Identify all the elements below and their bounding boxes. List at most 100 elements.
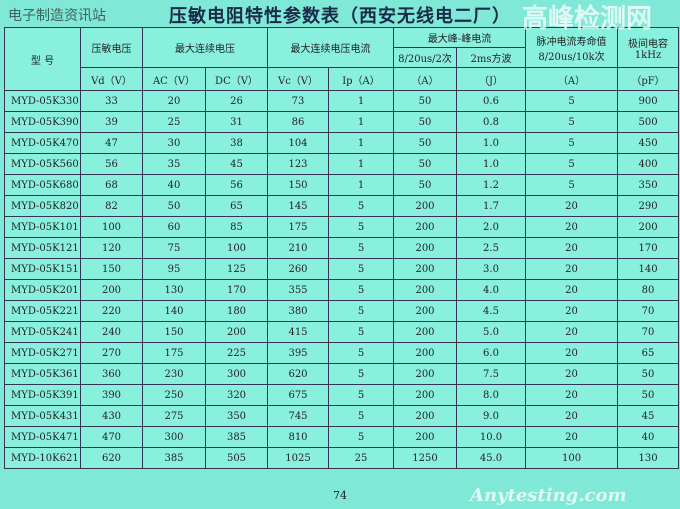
value-cell: 200 xyxy=(80,279,143,301)
value-cell: 5 xyxy=(328,216,394,238)
unit-cell: Vd（V） xyxy=(80,67,143,91)
value-cell: 175 xyxy=(267,216,329,238)
value-cell: 200 xyxy=(393,342,457,364)
value-cell: 175 xyxy=(142,342,206,364)
value-cell: 1 xyxy=(328,111,394,133)
value-cell: 380 xyxy=(267,300,329,322)
value-cell: 5 xyxy=(328,384,394,406)
value-cell: 20 xyxy=(525,405,619,427)
value-cell: 360 xyxy=(80,363,143,385)
model-cell: MYD-05K470 xyxy=(4,132,81,154)
value-cell: 225 xyxy=(205,342,268,364)
value-cell: 100 xyxy=(205,237,268,259)
value-cell: 20 xyxy=(525,321,619,343)
model-cell: MYD-05K241 xyxy=(4,321,81,343)
value-cell: 390 xyxy=(80,384,143,406)
value-cell: 0.8 xyxy=(455,111,527,133)
value-cell: 200 xyxy=(393,237,457,259)
unit-cell: AC（V） xyxy=(142,67,206,91)
value-cell: 20 xyxy=(525,279,619,301)
unit-cell: Vc（V） xyxy=(267,67,329,91)
value-cell: 20 xyxy=(525,342,619,364)
value-cell: 300 xyxy=(205,363,268,385)
value-cell: 470 xyxy=(80,426,143,448)
header-vd: 压敏电压 xyxy=(80,27,143,68)
value-cell: 0.6 xyxy=(455,90,527,112)
value-cell: 50 xyxy=(617,363,680,385)
model-cell: MYD-05K151 xyxy=(4,258,81,280)
value-cell: 200 xyxy=(393,300,457,322)
unit-cell: Ip（A） xyxy=(328,67,394,91)
model-cell: MYD-05K221 xyxy=(4,300,81,322)
value-cell: 39 xyxy=(80,111,143,133)
value-cell: 150 xyxy=(80,258,143,280)
value-cell: 4.0 xyxy=(455,279,527,301)
value-cell: 5 xyxy=(328,405,394,427)
value-cell: 170 xyxy=(617,237,680,259)
value-cell: 200 xyxy=(393,279,457,301)
header-model: 型 号 xyxy=(4,27,81,91)
value-cell: 45.0 xyxy=(455,447,527,469)
value-cell: 1.0 xyxy=(455,132,527,154)
value-cell: 355 xyxy=(267,279,329,301)
value-cell: 68 xyxy=(80,174,143,196)
value-cell: 2.5 xyxy=(455,237,527,259)
value-cell: 123 xyxy=(267,153,329,175)
value-cell: 20 xyxy=(525,216,619,238)
table-row: MYD-05K151 150 95 125 260 5 200 3.0 20 140 xyxy=(4,258,680,280)
table-row: MYD-05K330 33 20 26 73 1 50 0.6 5 900 xyxy=(4,90,680,112)
value-cell: 1250 xyxy=(393,447,457,469)
value-cell: 210 xyxy=(267,237,329,259)
value-cell: 450 xyxy=(617,132,680,154)
value-cell: 200 xyxy=(205,321,268,343)
value-cell: 20 xyxy=(525,384,619,406)
value-cell: 31 xyxy=(205,111,268,133)
table-row: MYD-05K560 56 35 45 123 1 50 1.0 5 400 xyxy=(4,153,680,175)
value-cell: 100 xyxy=(80,216,143,238)
value-cell: 430 xyxy=(80,405,143,427)
value-cell: 200 xyxy=(393,426,457,448)
value-cell: 1 xyxy=(328,132,394,154)
value-cell: 56 xyxy=(205,174,268,196)
unit-cell: （pF） xyxy=(617,67,680,91)
value-cell: 20 xyxy=(525,237,619,259)
watermark-site: 高峰检测网 xyxy=(522,4,653,34)
table-row: MYD-05K221 220 140 180 380 5 200 4.5 20 70 xyxy=(4,300,680,322)
value-cell: 220 xyxy=(80,300,143,322)
value-cell: 85 xyxy=(205,216,268,238)
value-cell: 1 xyxy=(328,90,394,112)
value-cell: 350 xyxy=(205,405,268,427)
unit-cell: （J） xyxy=(455,67,527,91)
value-cell: 130 xyxy=(617,447,680,469)
table-row: MYD-05K470 47 30 38 104 1 50 1.0 5 450 xyxy=(4,132,680,154)
value-cell: 320 xyxy=(205,384,268,406)
value-cell: 5 xyxy=(328,426,394,448)
model-cell: MYD-05K271 xyxy=(4,342,81,364)
value-cell: 200 xyxy=(617,216,680,238)
value-cell: 5.0 xyxy=(455,321,527,343)
value-cell: 620 xyxy=(267,363,329,385)
value-cell: 25 xyxy=(142,111,206,133)
header-peak-2ms: 2ms方波 xyxy=(455,47,527,68)
value-cell: 260 xyxy=(267,258,329,280)
value-cell: 250 xyxy=(142,384,206,406)
value-cell: 50 xyxy=(393,90,457,112)
table-row: MYD-05K431 430 275 350 745 5 200 9.0 20 45 xyxy=(4,405,680,427)
unit-cell: DC（V） xyxy=(205,67,268,91)
value-cell: 200 xyxy=(393,405,457,427)
value-cell: 350 xyxy=(617,174,680,196)
value-cell: 56 xyxy=(80,153,143,175)
value-cell: 104 xyxy=(267,132,329,154)
value-cell: 395 xyxy=(267,342,329,364)
model-cell: MYD-05K201 xyxy=(4,279,81,301)
table-row: MYD-05K820 82 50 65 145 5 200 1.7 20 290 xyxy=(4,195,680,217)
model-cell: MYD-05K391 xyxy=(4,384,81,406)
value-cell: 80 xyxy=(617,279,680,301)
value-cell: 5 xyxy=(525,153,619,175)
value-cell: 50 xyxy=(142,195,206,217)
value-cell: 745 xyxy=(267,405,329,427)
value-cell: 20 xyxy=(525,300,619,322)
model-cell: MYD-05K820 xyxy=(4,195,81,217)
watermark-domain: Anytesting.com xyxy=(470,485,627,506)
value-cell: 65 xyxy=(205,195,268,217)
